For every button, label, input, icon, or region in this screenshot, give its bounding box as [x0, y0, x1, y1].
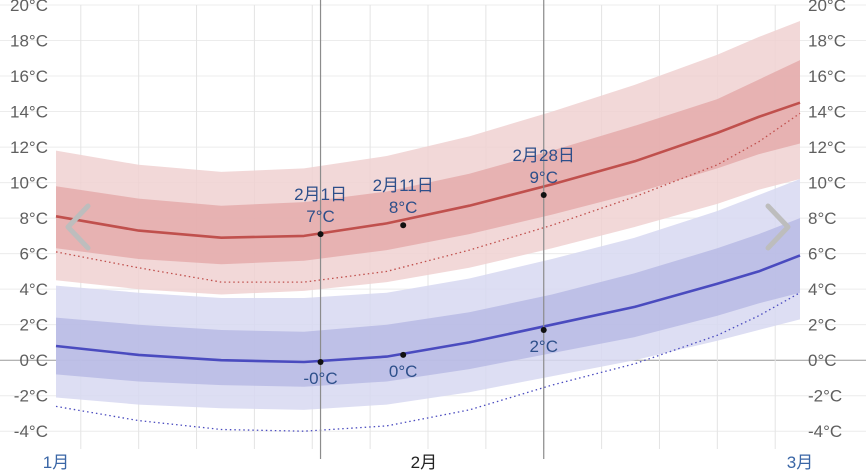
- y-tick-label-left: 0°C: [19, 351, 48, 370]
- y-tick-label-left: 6°C: [19, 245, 48, 264]
- y-tick-label-right: 8°C: [808, 209, 837, 228]
- y-tick-label-right: 20°C: [808, 0, 846, 15]
- y-tick-label-right: -2°C: [808, 387, 842, 406]
- bands-layer: [56, 21, 800, 410]
- chevron-right-icon[interactable]: [765, 203, 791, 251]
- marker-date-label: 2月11日: [373, 176, 434, 195]
- high-marker-dot: [540, 192, 547, 199]
- high-marker-dot: [317, 231, 324, 238]
- high-inner-band: [56, 60, 800, 265]
- marker-low-label: 2°C: [529, 337, 558, 356]
- high-dotted-line: [55, 112, 801, 283]
- marker-low-label: -0°C: [303, 369, 337, 388]
- marker-low-label: 0°C: [389, 362, 418, 381]
- low-inner-band: [56, 218, 800, 387]
- low-mean-line: [55, 254, 801, 364]
- low-marker-dot: [400, 351, 407, 358]
- lines-layer: [55, 101, 801, 432]
- y-tick-label-right: 12°C: [808, 138, 846, 157]
- nav-layer: [65, 203, 791, 251]
- y-tick-label-right: 6°C: [808, 245, 837, 264]
- y-tick-label-left: -2°C: [14, 387, 48, 406]
- y-tick-label-right: 0°C: [808, 351, 837, 370]
- axes-layer: -4°C -4°C -2°C -2°C 0°C 0°C 2°C 2°C 4°C 4°C 6°C 6°C…: [10, 0, 846, 472]
- y-tick-label-left: 14°C: [10, 103, 48, 122]
- marker-high-label: 7°C: [306, 207, 335, 226]
- low-marker-dot: [317, 358, 324, 365]
- marker-date-label: 2月1日: [294, 185, 347, 204]
- marker-high-label: 8°C: [389, 198, 418, 217]
- y-tick-label-right: 10°C: [808, 174, 846, 193]
- y-tick-label-left: 12°C: [10, 138, 48, 157]
- y-tick-label-right: 4°C: [808, 280, 837, 299]
- marker-date-label: 2月28日: [513, 146, 575, 165]
- markers-layer: 2月1日 7°C -0°C 2月11日 8°C 0°C 2月28日 9°C 2°C: [294, 146, 575, 388]
- y-tick-label-left: 4°C: [19, 280, 48, 299]
- y-tick-label-right: 2°C: [808, 316, 837, 335]
- chevron-left-icon[interactable]: [65, 203, 91, 251]
- y-tick-label-left: 16°C: [10, 67, 48, 86]
- low-marker-dot: [540, 327, 547, 334]
- month-label: 1月: [43, 453, 69, 472]
- high-marker-dot: [400, 222, 407, 229]
- y-tick-label-right: 18°C: [808, 32, 846, 51]
- y-tick-label-left: 10°C: [10, 174, 48, 193]
- y-tick-label-left: -4°C: [14, 422, 48, 441]
- month-label: 3月: [787, 453, 813, 472]
- y-tick-label-left: 8°C: [19, 209, 48, 228]
- high-mean-line: [55, 101, 801, 239]
- y-tick-label-right: 16°C: [808, 67, 846, 86]
- y-tick-label-right: 14°C: [808, 103, 846, 122]
- month-label: 2月: [411, 453, 437, 472]
- y-tick-label-right: -4°C: [808, 422, 842, 441]
- y-tick-label-left: 2°C: [19, 316, 48, 335]
- y-tick-label-left: 20°C: [10, 0, 48, 15]
- y-tick-label-left: 18°C: [10, 32, 48, 51]
- cursor-layer: [319, 0, 545, 459]
- marker-high-label: 9°C: [529, 168, 558, 187]
